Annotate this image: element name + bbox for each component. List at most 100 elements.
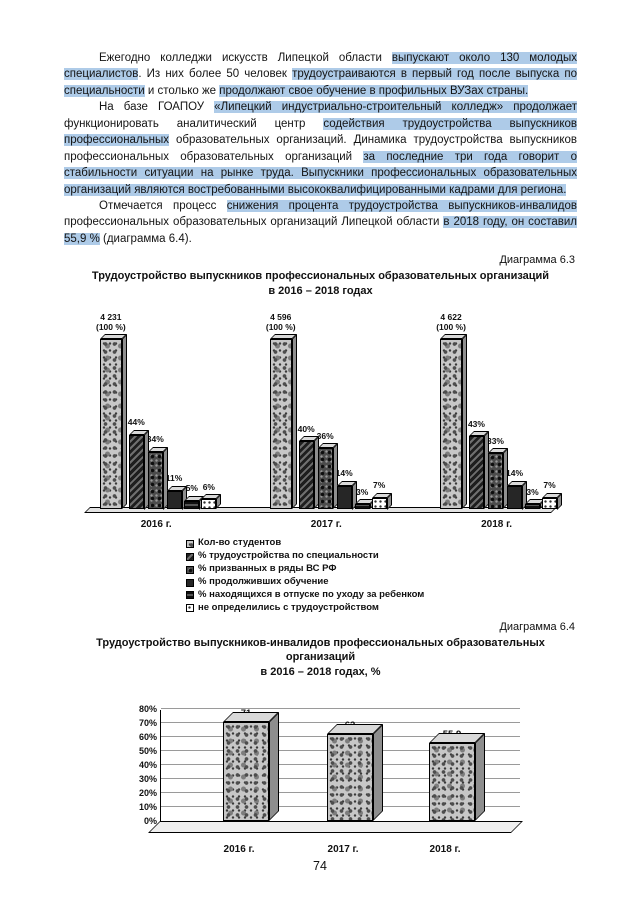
text-run: Ежегодно колледжи искусств Липецкой обла… [99,52,392,64]
legend-marker [186,539,194,548]
legend-item: Кол-во студентов [186,538,577,548]
bar-with-label: 3% [354,486,375,510]
legend-item: % трудоустройства по специальности [186,550,577,562]
text-run: (диаграмма 6.4). [99,232,192,245]
bar-value-label: 4 596 (100 %) [265,311,296,332]
bar-front-face [298,441,314,510]
bar-front-face [327,734,373,822]
bar-value-label: 3% [356,486,369,497]
bar-with-label: 44% [127,416,149,510]
bar-with-label: 5% [184,483,205,510]
bar-front-face [468,436,484,510]
bar [317,443,338,510]
text-run: функционировать аналитический центр [64,117,324,130]
bar [298,436,319,510]
y-axis-label: 30% [138,774,157,785]
chart64-title-line1: Трудоустройство выпускников-инвалидов пр… [96,636,545,664]
highlighted-text: «Липецкий индустриально-строительный кол… [214,101,577,114]
bar-front-face [525,504,540,510]
page-number: 74 [313,859,327,873]
bar-side-face [269,711,279,822]
y-axis-label: 50% [138,746,157,757]
bar-value-label: 7% [543,479,556,490]
bar-with-label: 55,9 [429,729,485,822]
y-axis-label: 10% [138,802,157,813]
bar [99,334,127,510]
bar-with-label: 3% [525,487,545,510]
y-axis-label: 70% [138,718,157,729]
x-axis-label: 2016 г. [223,844,255,856]
bar-with-label: 62 [327,720,383,822]
x-axis-label: 2017 г. [310,519,342,531]
highlighted-text: за последние три года говорит о стабильн… [64,150,577,196]
bar-value-label: 14% [335,467,353,478]
bar-side-face [462,334,468,510]
bar-with-label: 7% [371,480,392,510]
bar-value-label: 44% [127,416,145,427]
bar [201,494,222,510]
text-run: образовательных организаций. Динамика тр… [64,134,577,163]
bar [371,492,392,510]
bar-front-face [147,451,163,510]
bar-group: 4 231 (100 %) 44% 34% 11% 5% 6% 2016 г. [96,312,222,531]
bar-side-face [291,334,297,510]
chart63-title-line1: Трудоустройство выпускников профессионал… [91,270,550,283]
y-axis-label: 20% [138,788,157,799]
chart-6-3: 4 231 (100 %) 44% 34% 11% 5% 6% 2016 г. 4 596 (… [84,311,567,531]
chart64-plot-area: 0% 10% 20% 30% 40% 50% 60% 70% 80% 71 62 55,9 [139,704,523,834]
bar [147,446,168,510]
bar [506,480,527,510]
legend-marker [186,591,194,600]
paragraph: Отмечается процесс снижения процента тру… [64,198,577,247]
bar-front-face [542,497,557,510]
bar-with-label: 14% [506,468,527,510]
legend-item: % продолживших обучение [186,576,577,588]
x-axis-label: 2017 г. [327,844,359,856]
legend-marker [186,578,194,587]
x-axis-label: 2016 г. [140,519,172,531]
bar-group-bars: 4 622 (100 %) 43% 33% 14% 3% 7% [436,312,562,510]
legend-label: % трудоустройства по специальности [198,550,379,562]
bar [487,448,508,510]
page-content: Ежегодно колледжи искусств Липецкой обла… [64,52,577,860]
bar-front-face [99,339,122,510]
bar-with-label: 34% [147,434,168,510]
highlighted-text: продолжают свое обучение в профильных ВУ… [219,84,529,97]
y-axis-label: 60% [138,732,157,743]
x-axis-label: 2018 г. [481,519,513,531]
bar-side-face [475,732,485,822]
caption-diagram-6-4: Диаграмма 6.4 [499,620,575,633]
x-axis-label: 2018 г. [429,844,461,856]
chart-6-4: 0% 10% 20% 30% 40% 50% 60% 70% 80% 71 62 55,9 2016 … [139,704,577,860]
bar-value-label: 5% [185,483,198,494]
text-run: Отмечается процесс [99,199,227,212]
bar-group: 4 622 (100 %) 43% 33% 14% 3% 7% 2018 г. [436,312,562,531]
bar [336,480,357,510]
bar [166,485,187,510]
bar-front-face [487,453,503,510]
bar-with-label: 4 596 (100 %) [265,311,297,510]
legend-label: % призванных в ряды ВС РФ [198,563,337,575]
bar-front-face [506,485,522,510]
bar [184,495,205,510]
bar-group-bars: 4 231 (100 %) 44% 34% 11% 5% 6% [96,312,222,510]
bar-front-face [128,434,144,510]
text-run: профессиональных образовательных организ… [64,216,444,229]
gridline [161,722,520,724]
chart64-floor [148,821,523,834]
bar-side-face [373,724,383,822]
bar-front-face [166,490,182,510]
chart63-legend: Кол-во студентов% трудоустройства по спе… [186,538,577,613]
legend-item: % призванных в ряды ВС РФ [186,563,577,575]
legend-label: % продолживших обучение [198,576,329,588]
bar-value-label: 6% [202,481,215,492]
bar-value-label: 33% [486,435,504,446]
bar-with-label: 71 [223,708,279,822]
y-axis-label: 40% [138,760,157,771]
legend-item: % находящихся в отпуске по уходу за ребе… [186,589,577,600]
bar-with-label: 11% [166,473,187,510]
bar-value-label: 40% [297,423,315,434]
bar [440,334,468,510]
legend-label: Кол-во студентов [198,537,282,549]
